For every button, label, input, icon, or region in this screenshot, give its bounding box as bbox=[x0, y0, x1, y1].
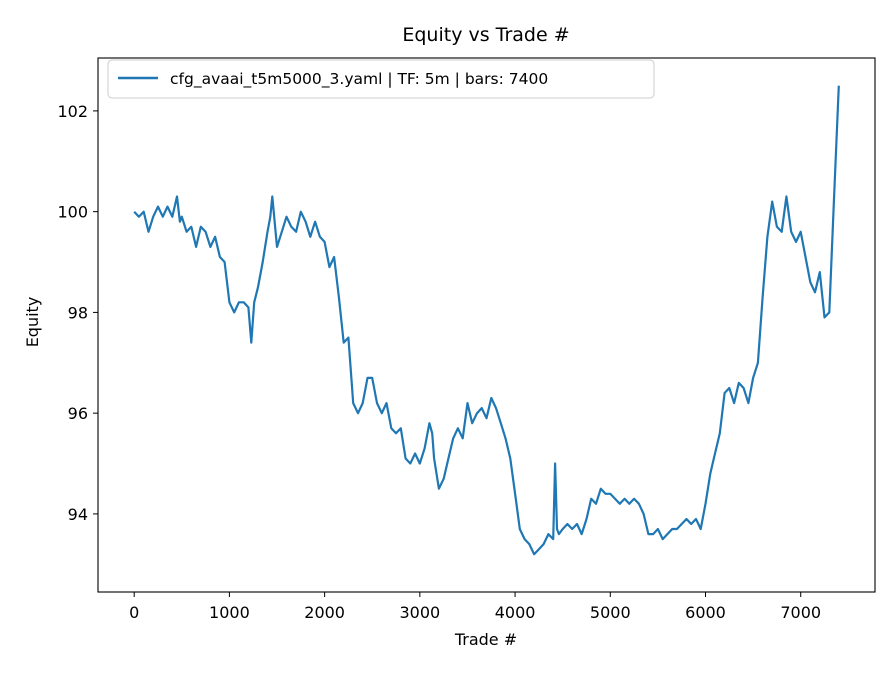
x-tick-label: 4000 bbox=[495, 603, 536, 622]
x-tick-label: 3000 bbox=[399, 603, 440, 622]
y-axis-ticks: 94 96 98 100 102 bbox=[57, 102, 98, 524]
series-layer bbox=[133, 85, 840, 556]
x-tick-label: 0 bbox=[129, 603, 139, 622]
x-tick-label: 7000 bbox=[780, 603, 821, 622]
y-tick-label: 98 bbox=[68, 303, 88, 322]
plot-frame bbox=[97, 57, 876, 593]
x-tick-label: 6000 bbox=[685, 603, 726, 622]
legend-box bbox=[107, 59, 655, 99]
x-tick-label: 5000 bbox=[590, 603, 631, 622]
legend-entry: cfg_avaai_t5m5000_3.yaml | TF: 5m | bars… bbox=[170, 70, 548, 89]
x-axis-ticks: 0 1000 2000 3000 4000 5000 6000 7000 bbox=[129, 592, 821, 622]
equity-series-line bbox=[133, 85, 840, 556]
y-axis-label: Equity bbox=[23, 297, 42, 348]
x-tick-label: 1000 bbox=[209, 603, 250, 622]
y-tick-label: 100 bbox=[57, 203, 88, 222]
y-tick-label: 96 bbox=[68, 404, 88, 423]
x-tick-label: 2000 bbox=[304, 603, 345, 622]
x-axis-label: Trade # bbox=[454, 630, 517, 649]
y-tick-label: 102 bbox=[57, 102, 88, 121]
y-tick-label: 94 bbox=[68, 505, 88, 524]
chart-title: Equity vs Trade # bbox=[402, 24, 569, 46]
legend: cfg_avaai_t5m5000_3.yaml | TF: 5m | bars… bbox=[107, 59, 655, 99]
